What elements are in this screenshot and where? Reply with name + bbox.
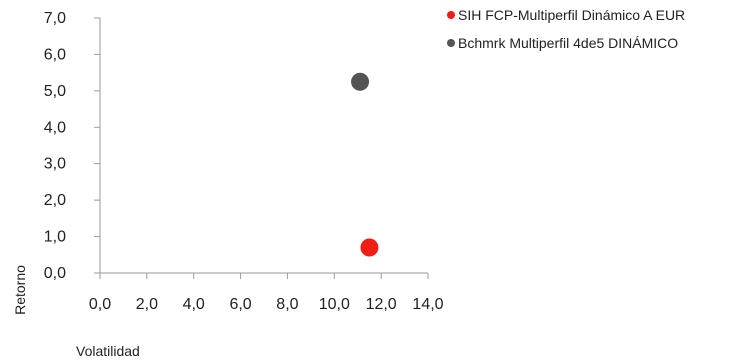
legend-label: SIH FCP-Multiperfil Dinámico A EUR <box>458 7 685 23</box>
data-points <box>351 72 379 257</box>
x-tick-label: 4,0 <box>183 296 205 313</box>
y-tick-label: 6,0 <box>44 46 66 63</box>
y-axis-ticks: 0,0 1,0 2,0 3,0 4,0 5,0 6,0 7,0 <box>44 10 100 282</box>
y-tick-label: 4,0 <box>44 119 66 136</box>
x-axis-ticks: 0,0 2,0 4,0 6,0 8,0 10,0 12,0 14,0 <box>89 273 444 313</box>
data-point-series-1 <box>360 238 379 257</box>
legend-label: Bchmrk Multiperfil 4de5 DINÁMICO <box>458 35 678 51</box>
x-tick-label: 0,0 <box>89 296 111 313</box>
x-tick-label: 2,0 <box>136 296 158 313</box>
x-tick-label: 6,0 <box>229 296 251 313</box>
x-axis-title: Volatilidad <box>76 343 140 359</box>
legend: SIH FCP-Multiperfil Dinámico A EUR Bchmrk… <box>447 7 685 51</box>
x-tick-label: 12,0 <box>366 296 397 313</box>
x-tick-label: 10,0 <box>319 296 350 313</box>
y-tick-label: 5,0 <box>44 83 66 100</box>
x-tick-label: 8,0 <box>276 296 298 313</box>
y-tick-label: 2,0 <box>44 192 66 209</box>
y-tick-label: 3,0 <box>44 156 66 173</box>
y-tick-label: 1,0 <box>44 229 66 246</box>
legend-marker <box>447 11 455 19</box>
y-axis-title: Retorno <box>12 265 28 315</box>
data-point-series-2 <box>351 72 370 91</box>
chart-axes <box>99 18 428 274</box>
x-tick-label: 14,0 <box>412 296 443 313</box>
y-tick-label: 7,0 <box>44 10 66 27</box>
y-tick-label: 0,0 <box>44 265 66 282</box>
legend-marker <box>447 39 455 47</box>
